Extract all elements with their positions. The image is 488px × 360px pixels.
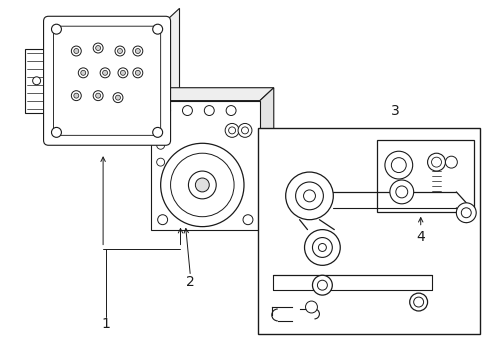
- Polygon shape: [150, 88, 273, 100]
- Bar: [150, 100, 259, 230]
- Polygon shape: [259, 88, 273, 230]
- Circle shape: [133, 68, 142, 78]
- Circle shape: [161, 143, 244, 227]
- Circle shape: [156, 158, 164, 166]
- Circle shape: [445, 156, 456, 168]
- Circle shape: [431, 157, 441, 167]
- Circle shape: [195, 178, 209, 192]
- Circle shape: [100, 68, 110, 78]
- Circle shape: [312, 275, 332, 295]
- Circle shape: [120, 70, 125, 75]
- Circle shape: [243, 215, 252, 225]
- Circle shape: [170, 153, 234, 217]
- Circle shape: [156, 141, 164, 149]
- Circle shape: [389, 180, 413, 204]
- Circle shape: [33, 77, 41, 85]
- Circle shape: [460, 208, 470, 218]
- Bar: [376, 140, 473, 212]
- Bar: [257, 129, 479, 334]
- Text: 3: 3: [390, 104, 399, 118]
- Circle shape: [74, 93, 79, 98]
- Circle shape: [295, 182, 323, 210]
- Circle shape: [317, 280, 326, 290]
- Circle shape: [427, 153, 445, 171]
- Circle shape: [182, 105, 192, 116]
- Circle shape: [93, 91, 103, 100]
- Circle shape: [102, 70, 107, 75]
- Circle shape: [93, 43, 103, 53]
- Circle shape: [161, 105, 170, 116]
- Circle shape: [318, 243, 325, 251]
- Circle shape: [413, 297, 423, 307]
- Circle shape: [74, 49, 79, 54]
- Circle shape: [113, 93, 122, 103]
- Circle shape: [135, 49, 140, 54]
- Circle shape: [228, 127, 235, 134]
- Circle shape: [303, 190, 315, 202]
- Circle shape: [135, 70, 140, 75]
- Circle shape: [312, 238, 332, 257]
- Circle shape: [188, 171, 216, 199]
- Circle shape: [157, 215, 167, 225]
- Circle shape: [51, 24, 61, 34]
- FancyBboxPatch shape: [53, 26, 161, 135]
- Circle shape: [152, 24, 163, 34]
- Circle shape: [152, 127, 163, 137]
- Circle shape: [238, 123, 251, 137]
- Circle shape: [384, 151, 412, 179]
- Circle shape: [115, 95, 120, 100]
- Circle shape: [225, 105, 236, 116]
- Circle shape: [81, 70, 85, 75]
- Circle shape: [71, 91, 81, 100]
- Circle shape: [390, 158, 406, 172]
- Circle shape: [96, 46, 101, 50]
- Polygon shape: [165, 8, 179, 140]
- Circle shape: [51, 127, 61, 137]
- Circle shape: [78, 68, 88, 78]
- Circle shape: [96, 93, 101, 98]
- Circle shape: [455, 203, 475, 223]
- Circle shape: [224, 123, 239, 137]
- Circle shape: [285, 172, 333, 220]
- Circle shape: [409, 293, 427, 311]
- Circle shape: [117, 49, 122, 54]
- Circle shape: [395, 186, 407, 198]
- Text: 2: 2: [185, 275, 194, 289]
- Circle shape: [204, 105, 214, 116]
- Text: 1: 1: [102, 317, 110, 331]
- Circle shape: [118, 68, 128, 78]
- Circle shape: [304, 230, 340, 265]
- Bar: [25, 49, 48, 113]
- Circle shape: [115, 46, 124, 56]
- Circle shape: [71, 46, 81, 56]
- Circle shape: [305, 301, 317, 313]
- Circle shape: [241, 127, 248, 134]
- Text: 4: 4: [415, 230, 424, 244]
- FancyBboxPatch shape: [43, 16, 170, 145]
- Polygon shape: [48, 127, 179, 140]
- Circle shape: [133, 46, 142, 56]
